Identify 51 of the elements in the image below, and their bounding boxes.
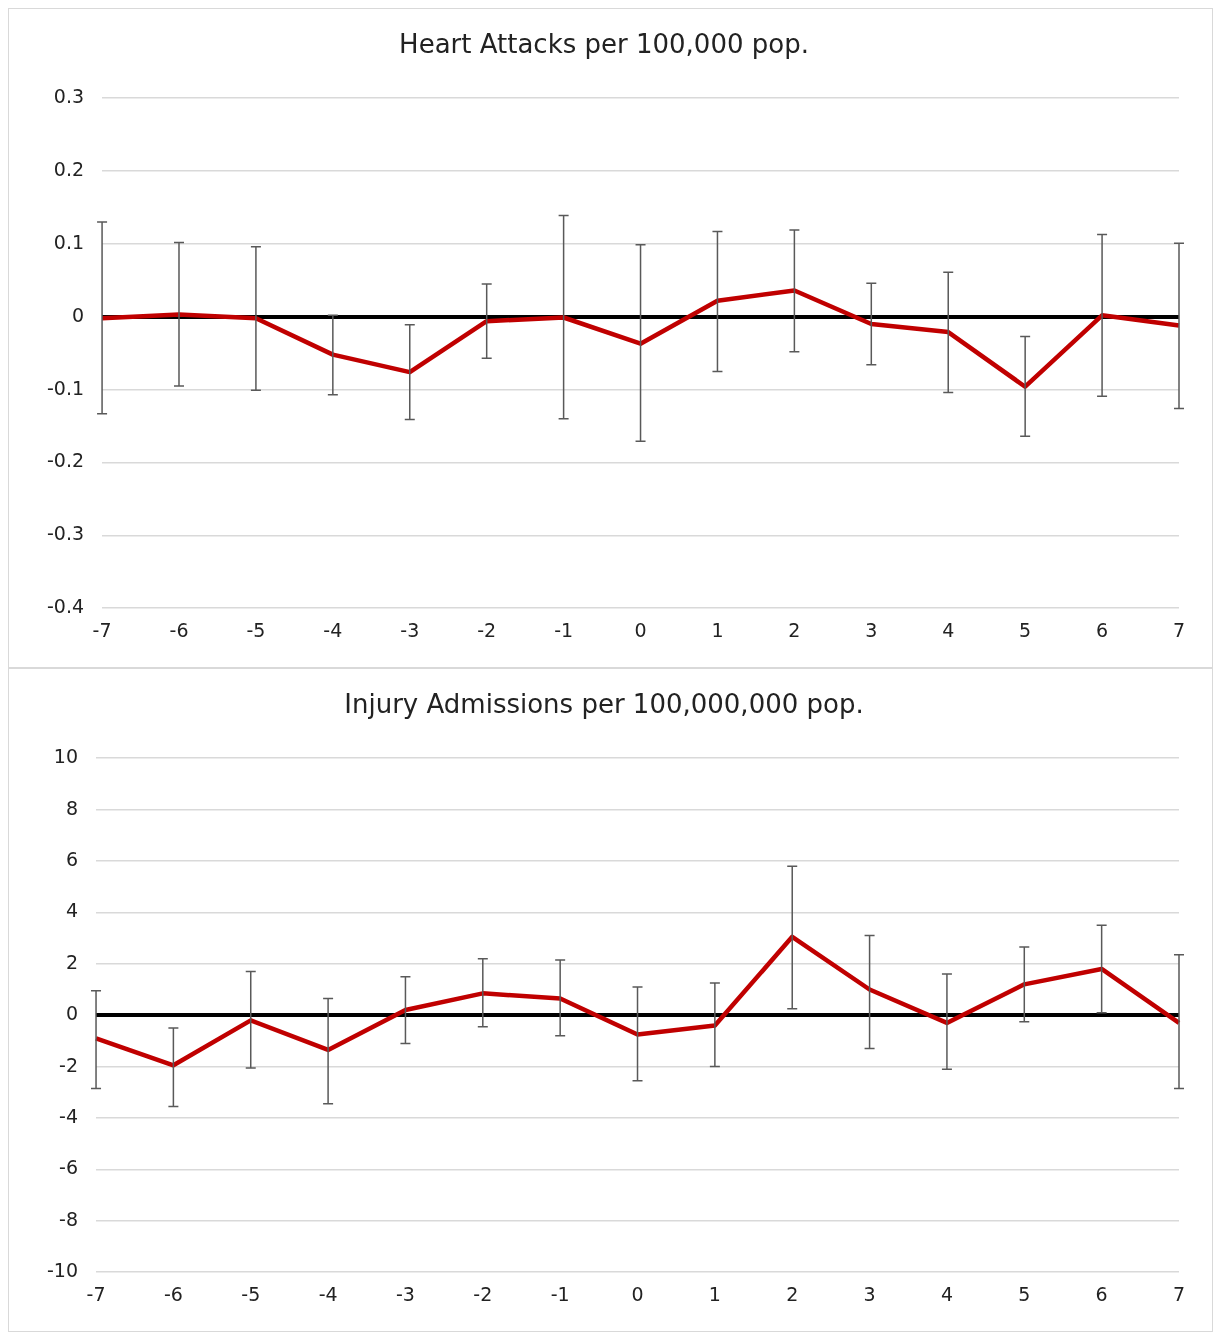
x-tick-label: -6 bbox=[163, 1282, 183, 1305]
y-tick-label: -0.1 bbox=[46, 376, 85, 399]
x-tick-label: 1 bbox=[711, 618, 724, 641]
y-tick-label: -0.4 bbox=[46, 595, 85, 618]
x-tick-label: -5 bbox=[246, 618, 266, 641]
x-tick-label: 4 bbox=[940, 1282, 953, 1305]
x-tick-label: 4 bbox=[942, 618, 955, 641]
x-tick-label: -7 bbox=[92, 618, 112, 641]
x-tick-label: 3 bbox=[865, 618, 878, 641]
chart-title: Heart Attacks per 100,000 pop. bbox=[399, 29, 809, 60]
x-tick-label: -2 bbox=[473, 1282, 493, 1305]
y-tick-label: 2 bbox=[65, 950, 79, 973]
y-tick-label: 8 bbox=[65, 796, 79, 819]
y-tick-label: -2 bbox=[59, 1053, 79, 1076]
x-tick-label: 7 bbox=[1172, 1282, 1186, 1305]
x-tick-label: 0 bbox=[631, 1282, 644, 1305]
x-tick-label: 7 bbox=[1172, 618, 1186, 641]
x-tick-label: 6 bbox=[1096, 618, 1109, 641]
x-tick-label: -4 bbox=[323, 618, 343, 641]
y-tick-label: -0.3 bbox=[46, 522, 85, 545]
x-tick-label: 2 bbox=[788, 618, 801, 641]
x-tick-label: 2 bbox=[786, 1282, 799, 1305]
y-tick-label: -0.2 bbox=[46, 449, 85, 472]
x-tick-label: 5 bbox=[1019, 618, 1032, 641]
y-tick-label: 10 bbox=[53, 745, 79, 768]
y-tick-label: 6 bbox=[65, 847, 79, 870]
x-tick-label: -3 bbox=[400, 618, 420, 641]
x-tick-label: -1 bbox=[550, 1282, 570, 1305]
x-tick-label: 6 bbox=[1095, 1282, 1108, 1305]
y-tick-label: 0.1 bbox=[53, 230, 85, 253]
x-tick-label: -4 bbox=[318, 1282, 338, 1305]
y-tick-label: -6 bbox=[59, 1156, 79, 1179]
x-tick-label: 3 bbox=[863, 1282, 876, 1305]
x-tick-label: -3 bbox=[395, 1282, 415, 1305]
x-tick-label: 5 bbox=[1018, 1282, 1031, 1305]
x-tick-label: -7 bbox=[86, 1282, 106, 1305]
x-tick-label: -2 bbox=[477, 618, 497, 641]
y-tick-label: 0 bbox=[71, 303, 85, 326]
x-tick-label: -1 bbox=[554, 618, 574, 641]
y-tick-label: -10 bbox=[46, 1259, 79, 1282]
x-tick-label: -5 bbox=[241, 1282, 261, 1305]
y-tick-label: 0.3 bbox=[53, 85, 85, 108]
y-tick-label: 0.2 bbox=[53, 157, 85, 180]
y-tick-label: -4 bbox=[59, 1104, 79, 1127]
x-tick-label: 0 bbox=[634, 618, 647, 641]
y-tick-label: -8 bbox=[59, 1207, 79, 1230]
y-tick-label: 4 bbox=[65, 899, 79, 922]
x-tick-label: 1 bbox=[708, 1282, 721, 1305]
chart-title: Injury Admissions per 100,000,000 pop. bbox=[344, 689, 864, 720]
y-tick-label: 0 bbox=[65, 1002, 79, 1025]
x-tick-label: -6 bbox=[169, 618, 189, 641]
